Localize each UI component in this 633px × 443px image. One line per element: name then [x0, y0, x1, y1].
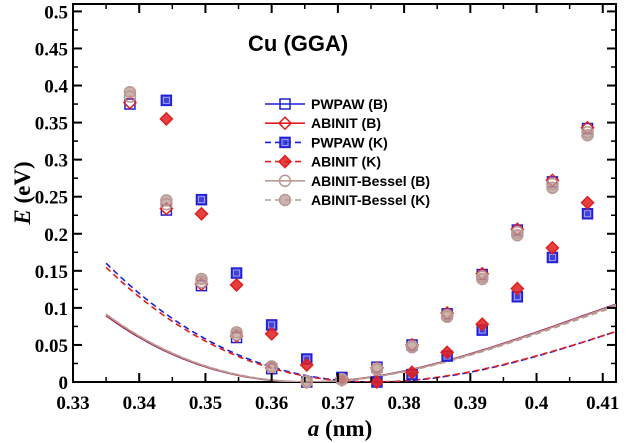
series-line	[105, 303, 616, 382]
data-point	[264, 326, 279, 341]
data-point	[510, 281, 525, 296]
data-point-inner	[584, 210, 591, 218]
data-markers	[122, 85, 595, 390]
legend-item: ABINIT (B)	[265, 115, 381, 131]
x-tick-label: 0.36	[255, 393, 288, 414]
data-point-inner	[198, 196, 205, 204]
data-point	[580, 195, 595, 210]
legend-label: ABINIT (B)	[311, 115, 381, 131]
legend-item: ABINIT-Bessel (B)	[265, 173, 430, 189]
data-point	[440, 345, 455, 360]
data-point	[299, 357, 314, 373]
legend-label: PWPAW (K)	[311, 134, 388, 150]
data-point	[475, 317, 490, 332]
legend-item: PWPAW (B)	[265, 96, 388, 112]
data-point	[545, 240, 560, 255]
data-point	[404, 365, 420, 380]
legend-item: ABINIT (K)	[265, 154, 381, 170]
legend-item: ABINIT-Bessel (K)	[265, 192, 430, 208]
series-line	[105, 303, 616, 382]
data-point	[160, 94, 173, 107]
data-point	[277, 116, 293, 131]
legend-label: ABINIT (K)	[311, 154, 381, 170]
series-line	[105, 262, 616, 382]
data-point	[278, 174, 292, 188]
series-line	[105, 304, 616, 382]
data-point-inner	[162, 96, 170, 104]
data-point	[369, 374, 385, 390]
data-point	[581, 128, 594, 142]
y-tick-label: 0.4	[44, 77, 68, 98]
x-tick-label: 0.4	[525, 393, 549, 414]
data-point	[194, 206, 209, 221]
x-tick-label: 0.38	[387, 393, 420, 414]
legend-label: PWPAW (B)	[311, 96, 388, 112]
data-point	[195, 272, 208, 286]
data-point	[195, 193, 208, 206]
data-point	[440, 310, 454, 324]
x-tick-label: 0.35	[189, 393, 222, 414]
x-tick-label: 0.39	[454, 393, 487, 414]
y-tick-label: 0.1	[44, 299, 68, 320]
x-axis-title: a (nm)	[308, 416, 373, 441]
legend: PWPAW (B) ABINIT (B) PWPAW (K) ABINIT (K) AB…	[265, 96, 430, 208]
y-tick-label: 0	[59, 373, 69, 394]
series-line	[105, 305, 616, 382]
y-tick-label: 0.5	[44, 2, 68, 23]
x-tick-label: 0.33	[56, 393, 89, 414]
data-point	[405, 340, 419, 354]
data-point	[230, 326, 243, 339]
data-point	[300, 375, 314, 388]
chart-title: Cu (GGA)	[248, 31, 348, 56]
y-axis-title: E (eV)	[10, 161, 35, 225]
data-point	[511, 228, 524, 242]
data-point	[123, 85, 137, 99]
y-tick-label: 0.25	[35, 188, 68, 209]
x-tick-label: 0.34	[123, 393, 157, 414]
axis-ticks: 0.33 0.34 0.35 0.36 0.37 0.38 0.39 0.4 0.41 0 0.05…	[35, 2, 620, 414]
series-line	[105, 266, 616, 382]
y-tick-label: 0.2	[44, 225, 68, 246]
data-point	[546, 181, 559, 195]
data-point	[160, 194, 173, 207]
legend-item: PWPAW (K)	[265, 134, 388, 150]
data-point-inner	[233, 269, 240, 277]
data-point	[159, 201, 174, 216]
data-point	[335, 373, 349, 387]
data-point	[278, 193, 292, 207]
data-point	[279, 98, 291, 110]
data-point	[265, 360, 278, 373]
data-point	[279, 136, 291, 149]
y-tick-label: 0.05	[35, 336, 68, 357]
legend-label: ABINIT-Bessel (K)	[311, 192, 430, 208]
data-point	[229, 277, 244, 292]
data-point	[370, 363, 384, 376]
x-tick-label: 0.41	[586, 393, 619, 414]
y-tick-label: 0.15	[35, 262, 68, 283]
y-tick-label: 0.35	[35, 114, 68, 135]
y-tick-label: 0.45	[35, 39, 68, 60]
data-point	[159, 111, 174, 126]
legend-label: ABINIT-Bessel (B)	[311, 173, 430, 189]
y-tick-label: 0.3	[44, 151, 68, 172]
data-point	[277, 154, 293, 169]
fit-curves	[105, 262, 616, 382]
data-point	[581, 208, 594, 220]
x-tick-label: 0.37	[321, 393, 355, 414]
data-point	[230, 267, 243, 279]
data-point-inner	[281, 138, 289, 146]
data-point	[475, 272, 489, 286]
